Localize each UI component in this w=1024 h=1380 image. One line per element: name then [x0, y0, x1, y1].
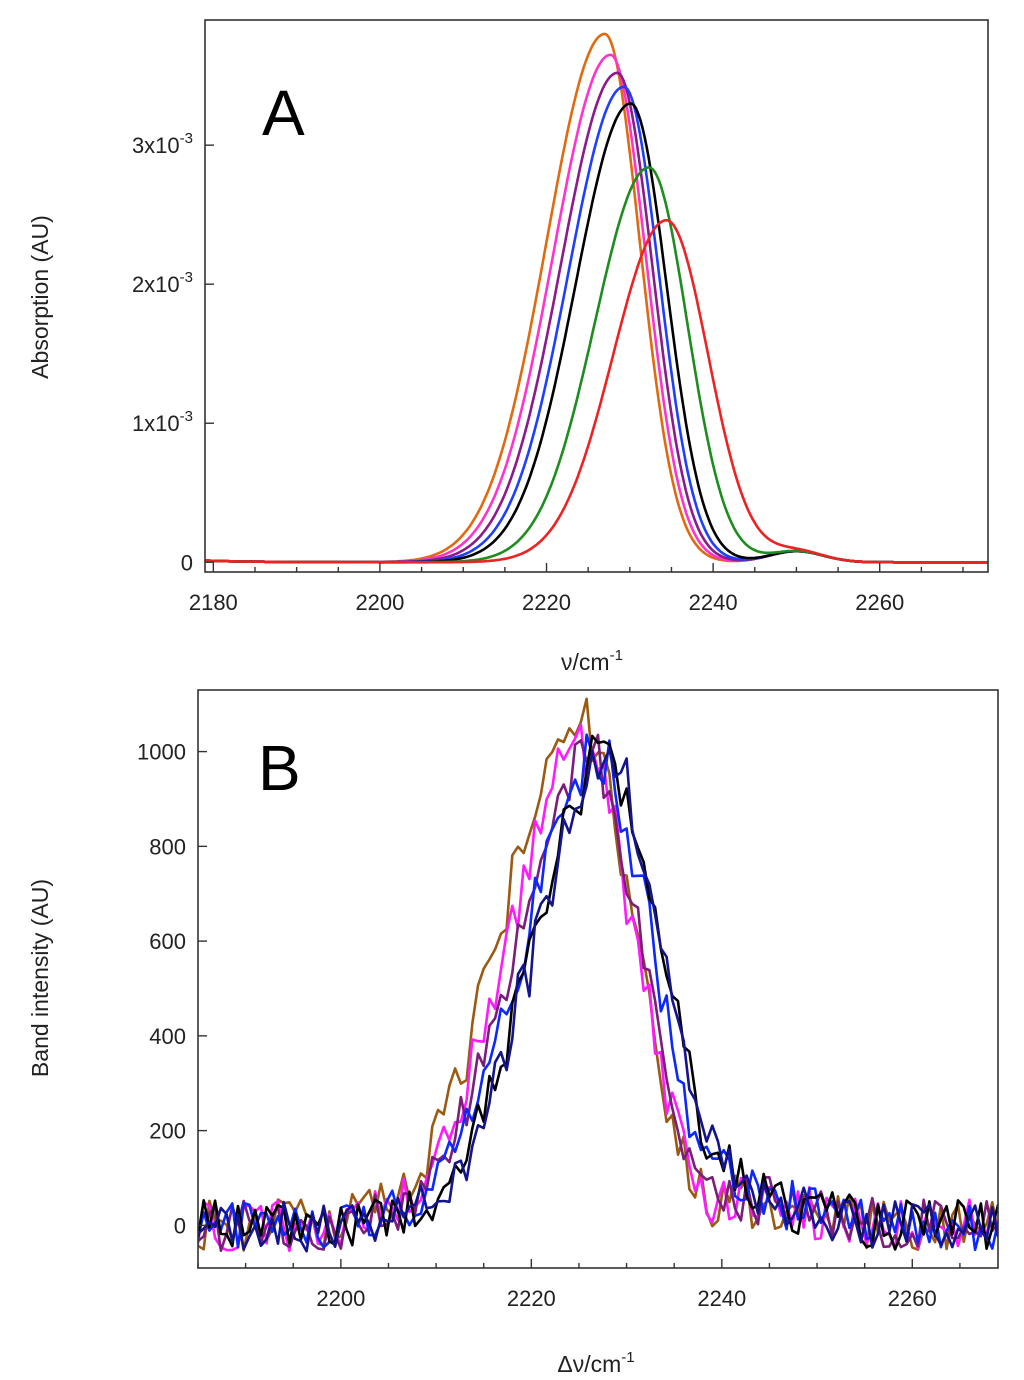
- panel-b-series-3: [198, 733, 998, 1252]
- panel-a-letter: A: [262, 77, 305, 149]
- panel-a-x-axis-title: ν/cm-1: [561, 647, 623, 675]
- panel-b-y-tick-label-5: 1000: [137, 740, 186, 765]
- panel-b-y-tick-label-0: 0: [174, 1213, 186, 1238]
- panel-a-series-2: [205, 53, 988, 564]
- panel-a-series: [205, 32, 988, 564]
- panel-b-y-tick-label-1: 200: [149, 1119, 186, 1144]
- panel-a-y-tick-label-3: 3x10-3: [132, 130, 193, 158]
- panel-b-series-2: [198, 723, 998, 1253]
- panel-a-chart: 2180 2200 2220 2240 226001x10-32x10-33x10-3 …: [27, 19, 989, 675]
- panel-a-x-tick-label-1: 2200: [355, 590, 404, 615]
- panel-b-series-1: [198, 697, 998, 1252]
- panel-b-x-axis-title: Δν/cm-1: [557, 1349, 634, 1377]
- panel-a-x-tick-label-4: 2260: [855, 590, 904, 615]
- panel-b-y-tick-label-2: 400: [149, 1024, 186, 1049]
- panel-a-series-4: [205, 85, 988, 564]
- panel-b-ticks: 2200 2220 2240 2260 0 200 400 600 800 1000: [137, 740, 961, 1311]
- panel-b-y-axis-title: Band intensity (AU): [27, 879, 53, 1077]
- panel-a-y-tick-label-sup: -3: [180, 269, 193, 286]
- panel-a-y-tick-label-sup: -3: [180, 130, 193, 147]
- panel-a-series-7: [205, 219, 988, 564]
- panel-a-y-tick-label-sup: -3: [180, 408, 193, 425]
- panel-b-letter: B: [258, 732, 301, 804]
- panel-b-series-6: [198, 748, 998, 1253]
- panel-b-y-tick-label-3: 600: [149, 929, 186, 954]
- panel-b-chart: 2200 2220 2240 2260 0 200 400 600 800 1000 B Band…: [27, 689, 999, 1377]
- panel-a-x-axis-title-sup: -1: [610, 647, 623, 664]
- panel-b-series-4: [198, 733, 998, 1252]
- panel-a-x-tick-label-2: 2220: [522, 590, 571, 615]
- panel-a-y-tick-label-0: 0: [181, 550, 193, 575]
- panel-a-y-tick-label-base: 1x10: [132, 411, 180, 436]
- panel-a-y-tick-label-base: 0: [181, 550, 193, 575]
- panel-a-x-tick-label-0: 2180: [189, 590, 238, 615]
- panel-a-y-tick-label-base: 3x10: [132, 133, 180, 158]
- panel-a-y-tick-label-base: 2x10: [132, 272, 180, 297]
- panel-b-x-tick-label-0: 2200: [316, 1286, 365, 1311]
- panel-b-x-axis-title-sup: -1: [621, 1349, 634, 1366]
- panel-b-series: [198, 697, 998, 1253]
- panel-b-x-tick-label-1: 2220: [507, 1286, 556, 1311]
- panel-a-series-5: [205, 102, 988, 564]
- panel-b-series-5: [198, 734, 998, 1251]
- panel-a-plot-frame: [204, 19, 989, 573]
- panel-a-x-axis-title-base: ν/cm: [561, 649, 610, 675]
- panel-a-x-tick-label-3: 2240: [689, 590, 738, 615]
- panel-b-plot-frame: [197, 689, 999, 1269]
- panel-b-x-axis-title-base: Δν/cm: [557, 1351, 621, 1377]
- panel-b-x-tick-label-3: 2260: [888, 1286, 937, 1311]
- panel-a-y-tick-label-2: 2x10-3: [132, 269, 193, 297]
- panel-a-y-tick-label-1: 1x10-3: [132, 408, 193, 436]
- panel-a-series-1: [205, 32, 988, 564]
- panel-b-x-tick-label-2: 2240: [697, 1286, 746, 1311]
- panel-b-y-tick-label-4: 800: [149, 834, 186, 859]
- panel-a-y-axis-title: Absorption (AU): [27, 215, 53, 379]
- panel-a-series-6: [205, 166, 988, 564]
